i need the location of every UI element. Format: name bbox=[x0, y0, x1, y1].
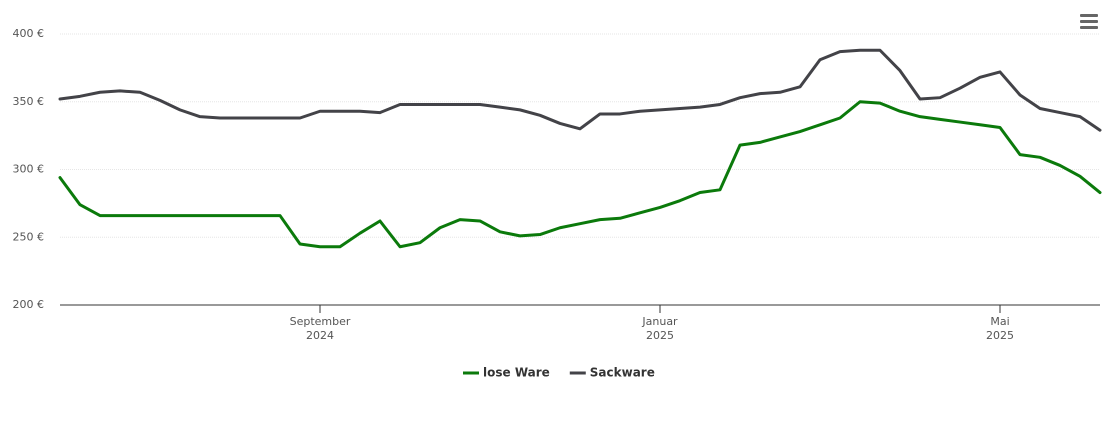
x-tick-label: September 2024 bbox=[290, 315, 351, 342]
legend-label: lose Ware bbox=[483, 366, 550, 380]
legend-item[interactable]: Sackware bbox=[569, 366, 655, 380]
menu-bar bbox=[1080, 14, 1098, 17]
legend: lose Ware Sackware bbox=[463, 366, 655, 380]
y-tick-label: 350 € bbox=[13, 95, 45, 108]
y-tick-label: 300 € bbox=[13, 163, 45, 176]
menu-bar bbox=[1080, 20, 1098, 23]
y-tick-label: 400 € bbox=[13, 27, 45, 40]
menu-bar bbox=[1080, 26, 1098, 29]
x-tick-label: Januar 2025 bbox=[641, 315, 678, 342]
series-line bbox=[58, 48, 1102, 132]
legend-item[interactable]: lose Ware bbox=[463, 366, 550, 380]
y-tick-label: 250 € bbox=[13, 230, 45, 243]
series-line bbox=[58, 100, 1102, 249]
legend-label: Sackware bbox=[590, 366, 655, 380]
x-tick-label: Mai 2025 bbox=[986, 315, 1014, 342]
menu-button[interactable] bbox=[1080, 14, 1098, 29]
y-tick-label: 200 € bbox=[13, 298, 45, 311]
